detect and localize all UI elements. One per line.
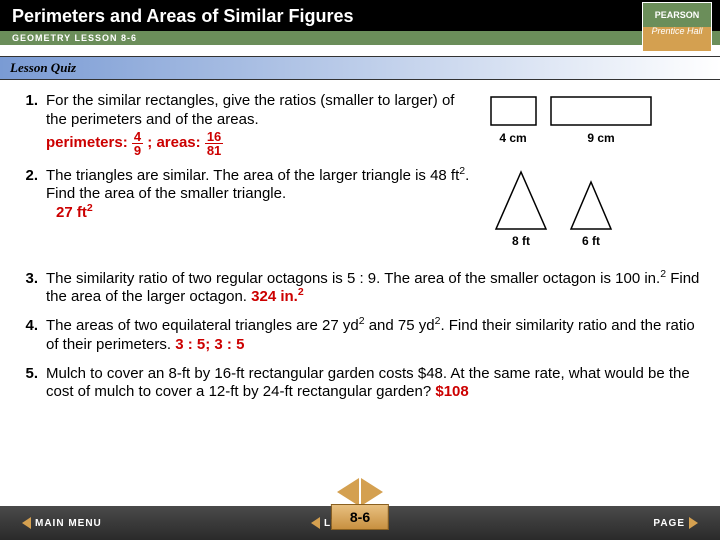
q1-text: For the similar rectangles, give the rat… [46, 92, 454, 128]
problem-text: The similarity ratio of two regular octa… [46, 270, 700, 308]
header: Perimeters and Areas of Similar Figures … [0, 0, 720, 56]
q4-answer: 3 : 5; 3 : 5 [175, 336, 244, 353]
fraction: 49 [132, 130, 143, 157]
content-area: 1. For the similar rectangles, give the … [0, 80, 720, 402]
figure-rectangles: 4 cm 9 cm [486, 92, 656, 157]
tri-label-2: 6 ft [582, 234, 600, 248]
page-subtitle: GEOMETRY LESSON 8-6 [0, 31, 720, 45]
q1-answer: perimeters: 49 ; areas: 1681 [46, 134, 223, 151]
logo-bottom: Prentice Hall [643, 20, 711, 36]
page-nav-arrows [337, 478, 383, 506]
page-title: Perimeters and Areas of Similar Figures [0, 0, 720, 31]
problem-5: 5. Mulch to cover an 8-ft by 16-ft recta… [20, 365, 700, 403]
problem-2: 2. The triangles are similar. The area o… [20, 167, 700, 252]
figure-triangles: 8 ft 6 ft [486, 167, 636, 252]
publisher-logo: PEARSON Prentice Hall [642, 2, 712, 52]
problem-text: For the similar rectangles, give the rat… [46, 92, 476, 157]
q2-answer: 27 ft2 [56, 204, 93, 221]
problem-number: 2. [20, 167, 46, 252]
page-button[interactable]: PAGE [635, 506, 720, 540]
problem-number: 4. [20, 317, 46, 355]
rect-label-2: 9 cm [587, 131, 614, 145]
next-page-arrow[interactable] [361, 478, 383, 506]
problem-4: 4. The areas of two equilateral triangle… [20, 317, 700, 355]
arrow-right-icon [689, 517, 698, 529]
problem-number: 1. [20, 92, 46, 157]
prev-page-arrow[interactable] [337, 478, 359, 506]
tri-label-1: 8 ft [512, 234, 530, 248]
arrow-left-icon [22, 517, 31, 529]
quiz-label: Lesson Quiz [0, 56, 720, 80]
problem-text: The areas of two equilateral triangles a… [46, 317, 700, 355]
problem-number: 3. [20, 270, 46, 308]
problem-3: 3. The similarity ratio of two regular o… [20, 270, 700, 308]
arrow-left-icon [311, 517, 320, 529]
page-badge: 8-6 [331, 504, 389, 530]
problem-text: The triangles are similar. The area of t… [46, 167, 476, 252]
q3-answer: 324 in.2 [251, 288, 304, 305]
problem-text: Mulch to cover an 8-ft by 16-ft rectangu… [46, 365, 700, 403]
main-menu-button[interactable]: MAIN MENU [0, 506, 120, 540]
fraction: 1681 [205, 130, 223, 157]
q5-answer: $108 [435, 383, 468, 400]
problem-number: 5. [20, 365, 46, 403]
problem-1: 1. For the similar rectangles, give the … [20, 92, 700, 157]
logo-top: PEARSON [643, 3, 711, 20]
rect-label-1: 4 cm [499, 131, 526, 145]
